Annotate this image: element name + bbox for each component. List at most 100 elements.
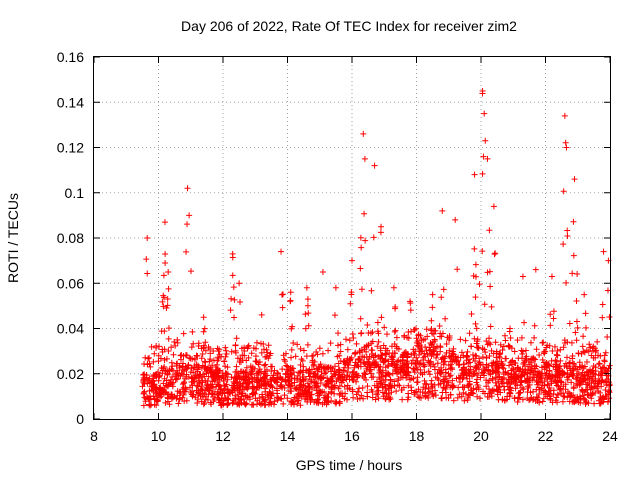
data-point <box>481 301 488 308</box>
data-point <box>518 334 525 341</box>
data-point <box>256 394 263 401</box>
data-point <box>273 387 280 394</box>
data-point <box>531 334 538 341</box>
data-point <box>303 284 310 291</box>
data-point <box>460 389 467 396</box>
data-point <box>558 390 565 397</box>
data-point <box>258 349 265 356</box>
data-point <box>539 339 546 346</box>
data-point <box>294 341 301 348</box>
data-point <box>535 394 542 401</box>
data-point <box>554 391 561 398</box>
data-point <box>586 375 593 382</box>
data-point <box>210 357 217 364</box>
data-point <box>228 348 235 355</box>
data-point <box>290 365 297 372</box>
data-point <box>479 354 486 361</box>
data-point <box>224 364 231 371</box>
data-point <box>481 365 488 372</box>
data-point <box>176 388 183 395</box>
data-point <box>397 364 404 371</box>
data-point <box>140 379 147 386</box>
data-point <box>329 373 336 380</box>
data-point <box>548 378 555 385</box>
data-point <box>497 389 504 396</box>
data-point <box>408 387 415 394</box>
data-point <box>463 354 470 361</box>
data-point <box>500 371 507 378</box>
data-point <box>470 368 477 375</box>
data-point <box>533 394 540 401</box>
data-point <box>473 325 480 332</box>
data-point <box>229 250 236 257</box>
data-point <box>573 370 580 377</box>
data-point <box>539 398 546 405</box>
data-point <box>398 387 405 394</box>
data-point <box>522 347 529 354</box>
data-point <box>483 383 490 390</box>
data-point <box>457 336 464 343</box>
data-point <box>198 355 205 362</box>
data-point <box>221 358 228 365</box>
y-tick-label: 0 <box>76 411 84 427</box>
data-point <box>435 381 442 388</box>
data-point <box>438 395 445 402</box>
data-point <box>479 87 486 94</box>
data-point <box>569 371 576 378</box>
data-point <box>285 377 292 384</box>
data-point <box>541 350 548 357</box>
data-point <box>423 392 430 399</box>
data-point <box>322 381 329 388</box>
data-point <box>253 339 260 346</box>
data-point <box>205 391 212 398</box>
data-point <box>174 336 181 343</box>
data-point <box>194 400 201 407</box>
data-point <box>527 389 534 396</box>
data-point <box>319 268 326 275</box>
data-point <box>466 380 473 387</box>
data-point <box>606 362 613 369</box>
data-point <box>577 379 584 386</box>
data-point <box>479 170 486 177</box>
data-point <box>186 384 193 391</box>
data-point <box>597 352 604 359</box>
data-point <box>521 319 528 326</box>
data-point <box>256 399 263 406</box>
data-point <box>395 368 402 375</box>
data-point <box>443 341 450 348</box>
data-point <box>166 401 173 408</box>
data-point <box>465 356 472 363</box>
data-point <box>457 372 464 379</box>
data-point <box>416 361 423 368</box>
data-point <box>252 345 259 352</box>
data-point <box>327 340 334 347</box>
data-point <box>483 338 490 345</box>
data-point <box>335 366 342 373</box>
data-point <box>298 356 305 363</box>
data-point <box>304 380 311 387</box>
data-point <box>348 291 355 298</box>
data-point <box>160 272 167 279</box>
data-point <box>200 342 207 349</box>
data-point <box>303 385 310 392</box>
data-point <box>349 376 356 383</box>
data-point <box>502 337 509 344</box>
data-point <box>236 376 243 383</box>
data-point <box>596 360 603 367</box>
data-point <box>527 339 534 346</box>
data-point <box>599 314 606 321</box>
data-point <box>438 294 445 301</box>
axis-ticks: 8 10 12 14 16 18 20 22 24 0 0.02 0.04 0.06 0.08 0.1 0.1… <box>57 49 618 444</box>
data-point <box>260 341 267 348</box>
data-point <box>579 388 586 395</box>
data-point <box>480 388 487 395</box>
data-point <box>431 347 438 354</box>
data-point <box>606 381 613 388</box>
data-point <box>517 381 524 388</box>
data-point <box>404 353 411 360</box>
data-point <box>468 311 475 318</box>
data-point <box>341 374 348 381</box>
data-point <box>229 272 236 279</box>
data-point <box>199 379 206 386</box>
data-point <box>492 379 499 386</box>
